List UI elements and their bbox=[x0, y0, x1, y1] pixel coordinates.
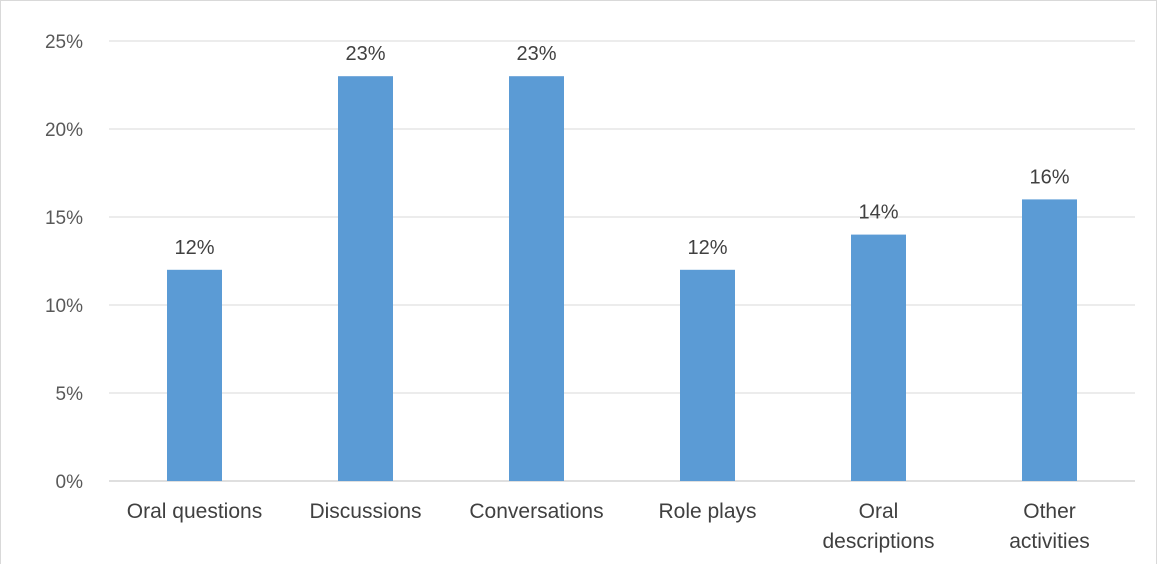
data-label: 12% bbox=[174, 237, 214, 259]
x-axis-categories: Oral questions Discussions Conversations Ro… bbox=[127, 500, 1090, 553]
data-label: 14% bbox=[858, 202, 898, 224]
bar bbox=[338, 76, 393, 481]
data-labels: 12% 23% 23% 12% 14% 16% bbox=[174, 43, 1069, 259]
data-label: 23% bbox=[345, 43, 385, 65]
bar bbox=[680, 269, 735, 481]
category-label: Other activities bbox=[1009, 500, 1090, 553]
category-label: Oral questions bbox=[127, 500, 262, 523]
data-label: 12% bbox=[687, 237, 727, 259]
data-label: 16% bbox=[1029, 166, 1069, 188]
category-label-line: Conversations bbox=[469, 500, 603, 523]
category-label-line: Oral questions bbox=[127, 500, 262, 523]
bar bbox=[851, 234, 906, 481]
category-label: Oral descriptions bbox=[822, 500, 934, 553]
y-tick-label: 25% bbox=[45, 32, 83, 53]
category-label: Conversations bbox=[469, 500, 603, 523]
category-label-line: Other bbox=[1023, 500, 1076, 523]
y-tick-label: 10% bbox=[45, 296, 83, 317]
data-label: 23% bbox=[516, 43, 556, 65]
category-label-line: descriptions bbox=[822, 530, 934, 553]
y-tick-label: 0% bbox=[56, 472, 84, 493]
bar bbox=[1022, 199, 1077, 481]
bar bbox=[509, 76, 564, 481]
y-tick-label: 5% bbox=[56, 384, 84, 405]
category-label-line: Oral bbox=[859, 500, 899, 523]
category-label: Discussions bbox=[309, 500, 421, 523]
y-tick-label: 20% bbox=[45, 120, 83, 141]
y-tick-label: 15% bbox=[45, 208, 83, 229]
category-label-line: Discussions bbox=[309, 500, 421, 523]
bars bbox=[167, 76, 1077, 481]
bar bbox=[167, 269, 222, 481]
y-axis-ticks: 0% 5% 10% 15% 20% 25% bbox=[45, 32, 83, 493]
gridlines bbox=[109, 40, 1135, 482]
category-label-line: Role plays bbox=[658, 500, 756, 523]
category-label: Role plays bbox=[658, 500, 756, 523]
category-label-line: activities bbox=[1009, 530, 1090, 553]
